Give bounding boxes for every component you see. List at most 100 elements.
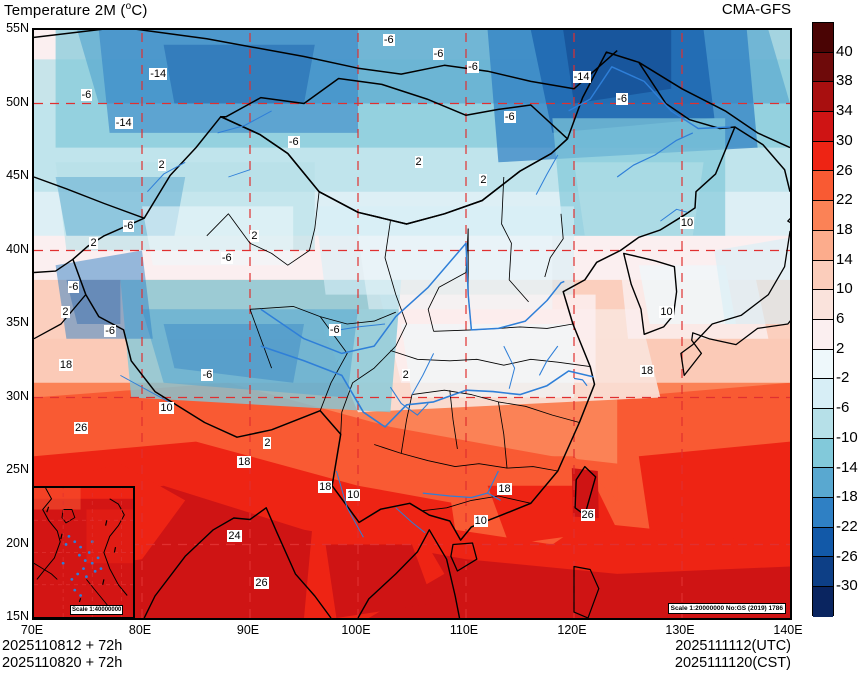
contour-label: -6 [104,325,117,338]
colorbar-tick: -26 [836,547,858,565]
boundary-line [34,176,145,219]
temperature-band [714,237,790,324]
contour-label: 10 [159,401,174,414]
colorbar-tick: -18 [836,488,858,506]
longitude-tick: 70E [20,623,44,637]
latitude-tick: 55N [6,21,29,35]
contour-label: 10 [346,488,361,501]
colorbar-tick: -6 [836,399,850,417]
contour-label: 10 [659,306,674,319]
contour-label: -6 [432,47,445,60]
footer-left: 2025110812 + 72h 2025110820 + 72h [2,638,122,671]
colorbar-tick: -14 [836,458,858,476]
boundary-line [320,311,396,325]
inset-boundary [102,579,105,585]
contour-label: 10 [473,514,488,527]
latitude-tick: 25N [6,462,29,476]
inset-boundary [60,533,63,540]
inset-island-marker [79,545,82,549]
contour-label: 2 [401,369,410,382]
river-line [535,154,559,195]
contour-label: -6 [122,219,135,232]
inset-island-marker [90,561,94,565]
inset-boundary [46,506,50,513]
latitude-tick: 45N [6,168,29,182]
colorbar-tick: 26 [836,161,853,179]
temperature-band [98,30,359,133]
river-line [260,345,594,428]
south-china-sea-inset[interactable]: Scale 1:40000000 [32,486,135,619]
river-line [616,132,694,178]
colorbar-segment [813,230,833,261]
valid-time-utc: 2025111112(UTC) [675,638,791,654]
boundary-line [143,507,332,618]
colorbar-segment [813,557,833,588]
boundary-line [574,465,597,516]
boundary-line [249,305,321,317]
boundary-line [450,542,478,572]
init-time-utc: 2025110812 + 72h [2,638,123,654]
colorbar-segment [813,112,833,142]
inset-island-marker [82,567,85,571]
longitude-tick: 110E [449,623,479,637]
contour-label: 18 [318,481,333,494]
colorbar-segment [813,379,833,409]
boundary-line [734,126,790,192]
inset-island-marker [76,572,80,576]
contour-label: -6 [220,251,233,264]
colorbar-tick: 2 [836,339,845,357]
boundary-line [34,30,618,90]
boundary-line [422,495,531,512]
boundary-line [34,258,74,274]
colorbar[interactable] [812,22,834,617]
map-plot-area[interactable]: Scale 1:20000000 No:GS (2019) 1786 -14 -6… [32,28,792,620]
contour-label: 18 [58,359,74,372]
colorbar-segment [813,52,833,83]
contour-label: 2 [89,237,98,250]
boundary-line [497,401,508,469]
colorbar-tick: 34 [836,102,853,120]
colorbar-segment [813,498,833,528]
contour-label: 18 [639,365,655,378]
contour-label: -6 [616,93,628,106]
boundary-line [544,213,564,278]
map-scale-note: Scale 1:20000000 No:GS (2019) 1786 [667,603,786,614]
temperature-band [55,250,153,339]
temperature-band [163,324,304,383]
boundary-line [390,350,591,368]
contour-label: 18 [237,456,252,469]
inset-island-marker [96,556,100,560]
colorbar-tick: 40 [836,42,853,60]
colorbar-segment [813,468,833,498]
colorbar-segment [813,141,833,172]
inset-boundary [34,562,58,580]
colorbar-segment [813,527,833,558]
boundary-line [384,221,408,347]
contour-label: -6 [287,135,300,148]
contour-label: 24 [227,529,242,542]
colorbar-tick: -2 [836,369,850,387]
contour-label: 2 [157,159,166,172]
contour-label: -6 [503,110,516,123]
boundary-line [449,390,458,449]
boundary-line [340,345,397,435]
inset-island-marker [87,551,91,554]
inset-boundary [61,509,76,524]
page-title-text: Temperature 2M ( [4,2,126,19]
page-title-unit: C) [131,2,148,19]
map-canvas [34,30,790,618]
colorbar-segment [813,201,833,231]
colorbar-segment [813,290,833,320]
inset-map [34,488,133,617]
longitude-tick: 90E [236,623,260,637]
colorbar-tick: 38 [836,72,853,90]
degree-symbol: o [125,1,132,12]
boundary-line [249,309,272,369]
inset-island-marker [99,567,103,571]
contour-label: 2 [263,437,272,450]
longitude-tick: 100E [341,623,371,637]
page-title: Temperature 2M (oC) [4,1,148,19]
boundary-line [573,565,600,618]
inset-boundary [78,598,82,603]
contour-label: -6 [467,60,479,73]
